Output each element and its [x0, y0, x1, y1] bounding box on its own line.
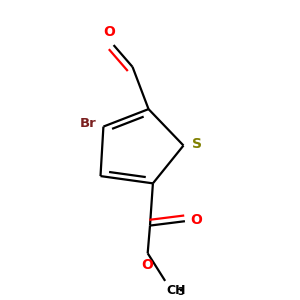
- Text: S: S: [192, 137, 202, 151]
- Text: O: O: [103, 25, 115, 39]
- Text: O: O: [190, 213, 202, 227]
- Text: 3: 3: [178, 287, 184, 297]
- Text: Br: Br: [80, 117, 96, 130]
- Text: O: O: [141, 259, 153, 272]
- Text: CH: CH: [167, 284, 186, 297]
